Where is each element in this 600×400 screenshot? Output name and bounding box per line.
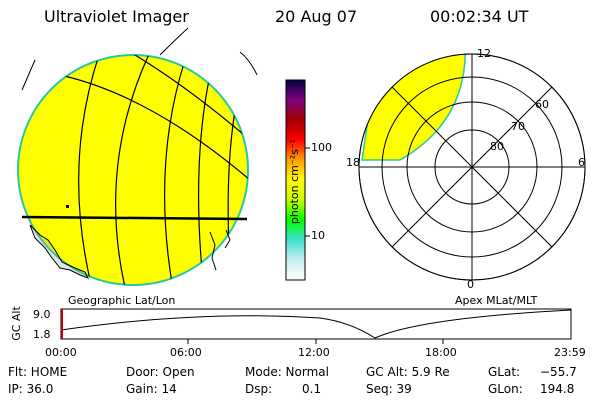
- colorbar-unit-label: photon cm⁻²s⁻¹: [288, 138, 302, 225]
- status-glon-value: 194.8: [540, 382, 575, 396]
- meridian-line: [78, 55, 101, 285]
- alt-x-tick-2: 12:00: [298, 346, 330, 359]
- mlt-line-diag: [391, 86, 553, 248]
- status-glat-label: GLat:: [488, 365, 521, 379]
- meridian-line: [117, 55, 248, 141]
- status-glon-label: GLon:: [488, 382, 523, 396]
- offdisk-line: [21, 59, 36, 91]
- status-flt: Flt: HOME: [8, 365, 68, 379]
- alt-x-tick-1: 06:00: [170, 346, 202, 359]
- lat-label-70: 70: [511, 120, 525, 133]
- mlt-label-bottom: 0: [467, 278, 474, 291]
- colorbar-rect: [285, 79, 306, 281]
- mlt-label-top: 12: [477, 47, 491, 60]
- status-gain: Gain: 14: [126, 382, 177, 396]
- status-gc-alt: GC Alt: 5.9 Re: [366, 365, 450, 379]
- status-glat-value: −55.7: [540, 365, 577, 379]
- alt-x-tick-4: 23:59: [554, 346, 586, 359]
- mlt-label-right: 6: [578, 156, 585, 169]
- terminator-line: [21, 215, 248, 221]
- offdisk-line: [159, 27, 189, 56]
- site-marker: [66, 205, 69, 208]
- time-label: 00:02:34 UT: [430, 7, 529, 26]
- status-dsp-value: 0.1: [302, 382, 322, 396]
- polar-grid: [358, 53, 586, 281]
- colorbar: [285, 79, 310, 281]
- alt-x-ticks: [187, 339, 444, 344]
- mlt-label-left: 18: [346, 156, 360, 169]
- meridian-line: [164, 59, 186, 285]
- altitude-plot: [60, 308, 572, 344]
- geographic-disk: [17, 27, 258, 286]
- meridian-line: [59, 74, 248, 181]
- meridian-line: [115, 55, 151, 285]
- status-mode: Mode: Normal: [245, 365, 329, 379]
- polar-panel-label: Apex MLat/MLT: [455, 294, 538, 307]
- colorbar-tick-10: 10: [311, 229, 325, 242]
- status-dsp-label: Dsp:: [245, 382, 273, 396]
- instrument-title: Ultraviolet Imager: [44, 7, 189, 26]
- status-door: Door: Open: [126, 365, 195, 379]
- geo-panel-label: Geographic Lat/Lon: [68, 294, 176, 307]
- altitude-curve: [60, 309, 572, 339]
- alt-x-tick-3: 18:00: [425, 346, 457, 359]
- coastline: [224, 229, 231, 249]
- alt-x-tick-0: 00:00: [45, 346, 77, 359]
- coastline: [209, 231, 217, 271]
- alt-y-tick-high: 9.0: [33, 308, 51, 321]
- colorbar-tick-100: 100: [311, 141, 332, 154]
- alt-plot-frame: [60, 308, 572, 340]
- coastline: [29, 224, 90, 279]
- offdisk-line: [239, 51, 258, 76]
- alt-axis-label: GC Alt: [9, 306, 23, 341]
- date-label: 20 Aug 07: [275, 7, 358, 26]
- lat-label-80: 80: [490, 140, 504, 153]
- earth-disk-fill: [17, 54, 249, 286]
- polar-plot: [358, 53, 586, 281]
- lat-label-60: 60: [535, 98, 549, 111]
- status-ip: IP: 36.0: [8, 382, 54, 396]
- status-seq: Seq: 39: [366, 382, 412, 396]
- alt-y-tick-low: 1.8: [33, 328, 51, 341]
